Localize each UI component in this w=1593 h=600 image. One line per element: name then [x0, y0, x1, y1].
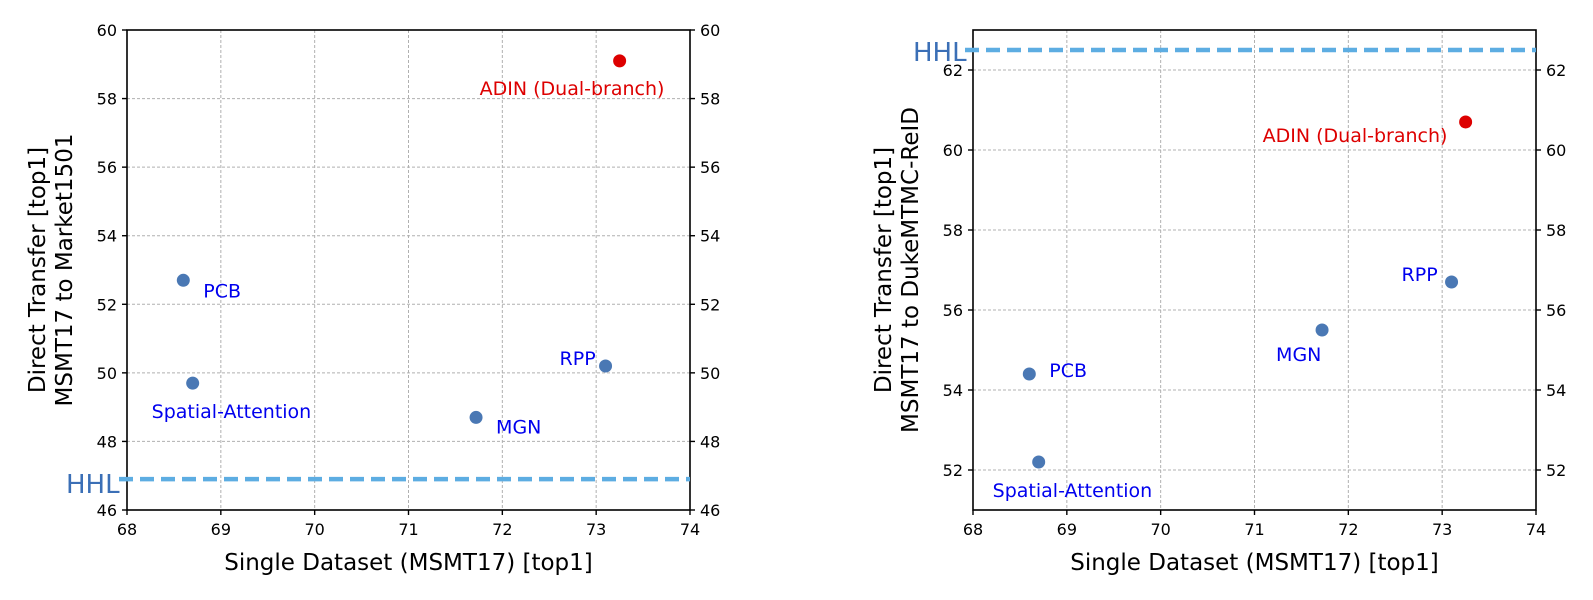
y-tick-label-right: 58: [700, 90, 720, 109]
x-tick-label: 74: [1526, 520, 1546, 539]
y-tick-label-left: 50: [97, 364, 117, 383]
y-tick-label-right: 56: [1546, 301, 1566, 320]
data-point: [1459, 115, 1473, 129]
y-tick-label-left: 60: [943, 141, 963, 160]
data-point: [599, 359, 613, 373]
y-tick-label-left: 48: [97, 432, 117, 451]
y-axis-title: Direct Transfer [top1]MSMT17 to DukeMTMC…: [871, 107, 924, 433]
y-tick-label-right: 48: [700, 432, 720, 451]
y-axis-title: Direct Transfer [top1]MSMT17 to Market15…: [25, 134, 78, 407]
y-tick-label-right: 60: [700, 21, 720, 40]
y-tick-label-left: 62: [943, 61, 963, 80]
x-tick-label: 69: [211, 520, 231, 539]
x-tick-label: 71: [398, 520, 418, 539]
y-tick-label-left: 56: [97, 158, 117, 177]
data-point: [1032, 455, 1046, 469]
y-tick-label-left: 52: [97, 295, 117, 314]
data-point-label: Spatial-Attention: [993, 480, 1153, 502]
data-point: [613, 54, 627, 68]
y-tick-label-left: 54: [97, 227, 117, 246]
data-point: [469, 410, 483, 424]
reference-line-label: HHL: [913, 38, 967, 68]
x-tick-label: 73: [586, 520, 606, 539]
data-point-label: ADIN (Dual-branch): [1263, 125, 1448, 147]
x-tick-label: 68: [963, 520, 983, 539]
data-point-label: RPP: [560, 348, 596, 370]
data-point-label: RPP: [1402, 264, 1438, 286]
reference-line-label: HHL: [66, 470, 120, 500]
y-axis-title-line: MSMT17 to Market1501: [52, 134, 78, 407]
y-tick-label-left: 58: [943, 221, 963, 240]
y-axis-title-line: Direct Transfer [top1]: [871, 147, 897, 393]
plot-frame: [126, 29, 691, 511]
data-point: [176, 273, 190, 287]
x-tick-label: 71: [1244, 520, 1264, 539]
x-tick-label: 73: [1432, 520, 1452, 539]
data-point-label: MGN: [496, 416, 541, 438]
data-point-label: ADIN (Dual-branch): [480, 78, 665, 100]
y-tick-label-left: 54: [943, 381, 963, 400]
y-tick-label-right: 62: [1546, 61, 1566, 80]
data-point-label: MGN: [1276, 344, 1321, 366]
y-tick-label-right: 54: [1546, 381, 1566, 400]
data-point-label: PCB: [1049, 360, 1087, 382]
y-tick-label-right: 54: [700, 227, 720, 246]
y-tick-label-left: 52: [943, 461, 963, 480]
y-tick-label-right: 50: [700, 364, 720, 383]
x-axis-title: Single Dataset (MSMT17) [top1]: [224, 550, 593, 576]
data-point: [1445, 275, 1459, 289]
y-tick-label-left: 58: [97, 90, 117, 109]
y-axis-title-line: MSMT17 to DukeMTMC-ReID: [898, 107, 924, 433]
data-point: [186, 376, 200, 390]
y-tick-label-right: 52: [700, 295, 720, 314]
x-axis-title: Single Dataset (MSMT17) [top1]: [1070, 550, 1439, 576]
data-point: [1315, 323, 1329, 337]
x-tick-label: 72: [1338, 520, 1358, 539]
y-tick-label-left: 46: [97, 501, 117, 520]
y-tick-label-right: 52: [1546, 461, 1566, 480]
y-tick-label-right: 46: [700, 501, 720, 520]
data-point: [1022, 367, 1036, 381]
y-axis-title-line: Direct Transfer [top1]: [25, 147, 51, 393]
x-tick-label: 74: [680, 520, 700, 539]
x-tick-label: 72: [492, 520, 512, 539]
x-tick-label: 68: [117, 520, 137, 539]
data-point-label: Spatial-Attention: [152, 401, 312, 423]
y-tick-label-left: 60: [97, 21, 117, 40]
plot-frame: [972, 29, 1537, 511]
x-tick-label: 70: [1150, 520, 1170, 539]
data-point-label: PCB: [203, 280, 241, 302]
y-tick-label-right: 58: [1546, 221, 1566, 240]
y-tick-label-right: 60: [1546, 141, 1566, 160]
y-tick-label-right: 56: [700, 158, 720, 177]
x-tick-label: 70: [304, 520, 324, 539]
y-tick-label-left: 56: [943, 301, 963, 320]
x-tick-label: 69: [1057, 520, 1077, 539]
